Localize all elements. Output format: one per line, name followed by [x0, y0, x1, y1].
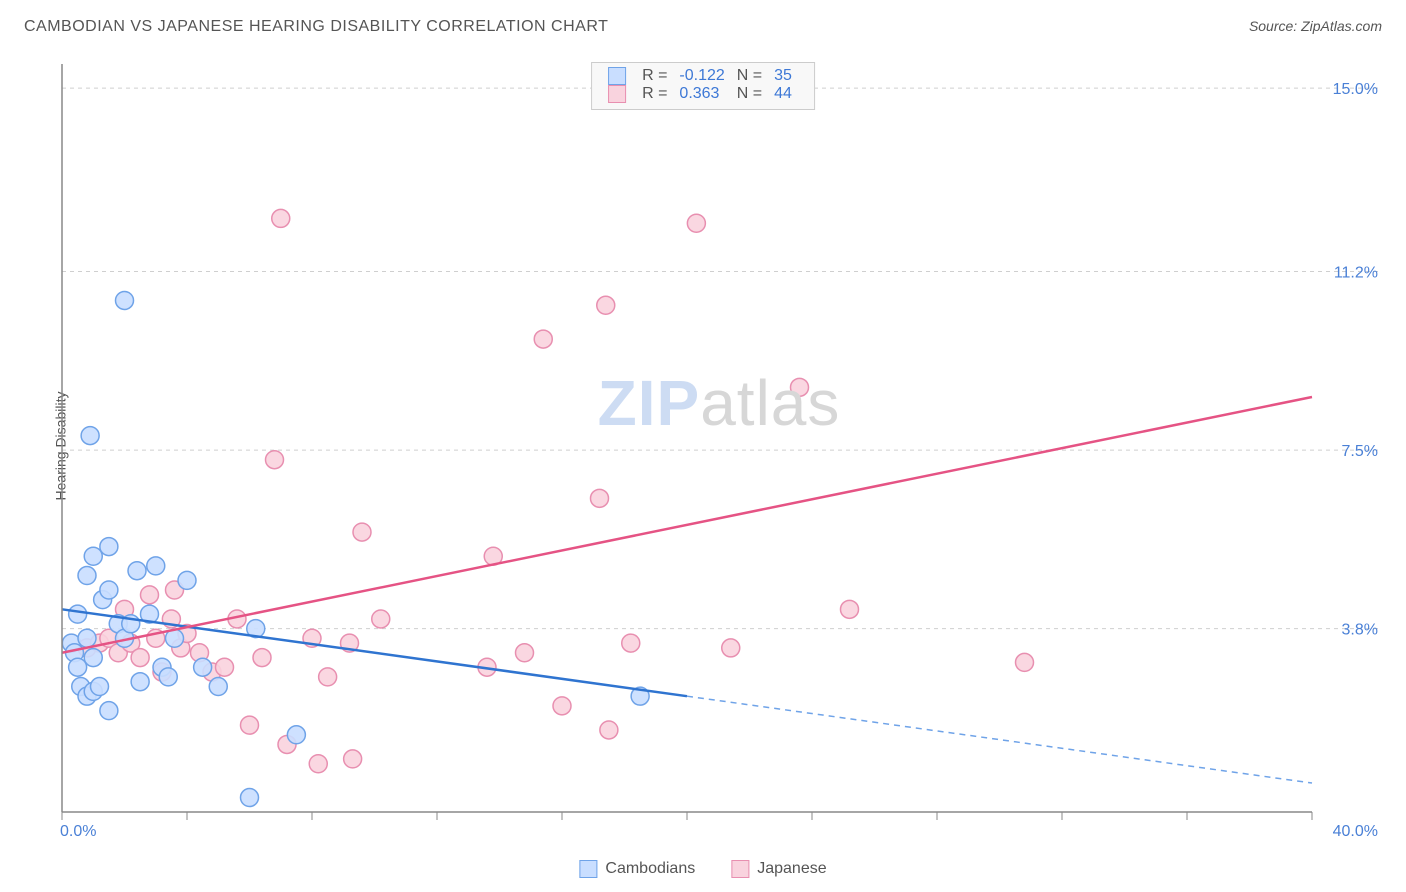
n-value-cambodians: 35: [768, 67, 798, 85]
svg-text:11.2%: 11.2%: [1334, 265, 1378, 282]
chart-container: CAMBODIAN VS JAPANESE HEARING DISABILITY…: [0, 0, 1406, 892]
correlation-legend: R = -0.122 N = 35 R = 0.363 N = 44: [591, 62, 815, 110]
legend-swatch-icon: [731, 860, 749, 878]
legend-row-cambodians: R = -0.122 N = 35: [602, 67, 798, 85]
svg-text:7.5%: 7.5%: [1342, 443, 1378, 460]
r-value-cambodians: -0.122: [673, 67, 730, 85]
r-value-japanese: 0.363: [673, 85, 730, 103]
n-value-japanese: 44: [768, 85, 798, 103]
legend-label: Cambodians: [605, 860, 695, 878]
legend-swatch-cambodians: [608, 67, 626, 85]
chart-svg: 3.8% 7.5% 11.2% 15.0% 0.0% 40.0%: [56, 60, 1382, 840]
r-label: R =: [636, 67, 673, 85]
svg-text:40.0%: 40.0%: [1333, 823, 1378, 840]
legend-label: Japanese: [757, 860, 826, 878]
series-legend: Cambodians Japanese: [579, 860, 826, 878]
n-label: N =: [731, 67, 768, 85]
svg-text:3.8%: 3.8%: [1342, 622, 1378, 639]
legend-swatch-japanese: [608, 85, 626, 103]
source-attribution: Source: ZipAtlas.com: [1249, 18, 1382, 34]
legend-item-japanese: Japanese: [731, 860, 826, 878]
n-label: N =: [731, 85, 768, 103]
legend-swatch-icon: [579, 860, 597, 878]
title-bar: CAMBODIAN VS JAPANESE HEARING DISABILITY…: [24, 18, 1382, 36]
r-label: R =: [636, 85, 673, 103]
svg-text:15.0%: 15.0%: [1333, 81, 1378, 98]
svg-text:0.0%: 0.0%: [60, 823, 96, 840]
legend-item-cambodians: Cambodians: [579, 860, 695, 878]
chart-title: CAMBODIAN VS JAPANESE HEARING DISABILITY…: [24, 18, 608, 36]
legend-row-japanese: R = 0.363 N = 44: [602, 85, 798, 103]
plot-area: 3.8%7.5%11.2%15.0%0.0%40.0% ZIPatlas: [56, 60, 1382, 840]
